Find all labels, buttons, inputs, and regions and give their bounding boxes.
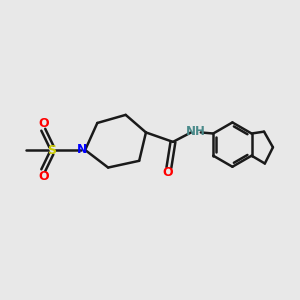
Text: O: O xyxy=(38,170,49,183)
Text: N: N xyxy=(77,143,87,156)
Text: S: S xyxy=(47,143,56,157)
Text: O: O xyxy=(162,166,173,179)
Text: NH: NH xyxy=(186,124,206,138)
Text: O: O xyxy=(38,117,49,130)
